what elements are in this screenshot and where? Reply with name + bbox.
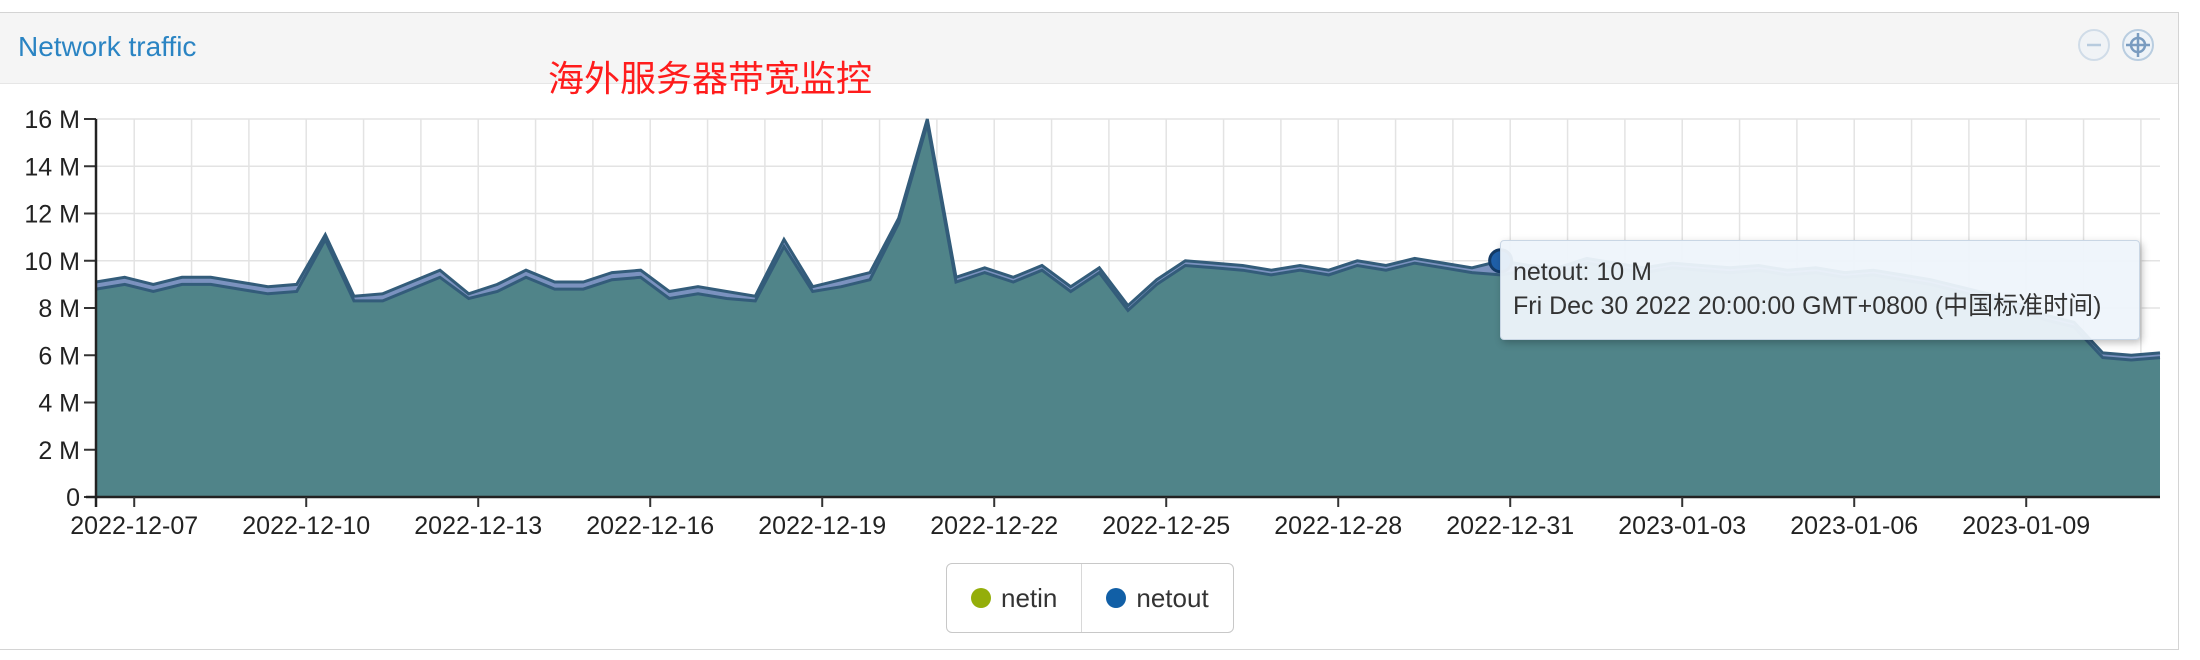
- y-tick-label: 6 M: [38, 342, 80, 370]
- x-tick-label: 2022-12-10: [242, 512, 370, 540]
- y-tick-label: 14 M: [24, 153, 80, 181]
- y-tick-label: 16 M: [24, 106, 80, 134]
- y-tick-label: 10 M: [24, 248, 80, 276]
- traffic-chart: 0 2 M 4 M 6 M 8 M 10 M 12 M 14 M 16 M 2022-12-07 2…: [24, 106, 2161, 540]
- area-netin: [96, 123, 2160, 497]
- x-tick-label: 2023-01-06: [1790, 512, 1918, 540]
- x-tick-label: 2022-12-22: [930, 512, 1058, 540]
- y-tick-label: 2 M: [38, 437, 80, 465]
- x-tick-label: 2022-12-28: [1274, 512, 1402, 540]
- tooltip-value: netout: 10 M: [1513, 258, 1652, 286]
- x-tick-label: 2022-12-19: [758, 512, 886, 540]
- gear-icon[interactable]: [2122, 29, 2154, 61]
- x-tick-label: 2022-12-07: [70, 512, 198, 540]
- panel-header: Network traffic: [0, 13, 2178, 84]
- minus-circle-icon[interactable]: [2078, 29, 2110, 61]
- chart-area: 0 2 M 4 M 6 M 8 M 10 M 12 M 14 M 16 M 2022-12-07 2…: [0, 83, 2178, 563]
- y-tick-label: 4 M: [38, 390, 80, 418]
- network-traffic-panel: Network traffic 0 2 M 4 M 6 M 8 M 10 M 12 M 14 …: [0, 12, 2179, 650]
- panel-title: Network traffic: [18, 31, 197, 62]
- legend-label-netin: netin: [1001, 582, 1058, 613]
- legend-item-netout[interactable]: netout: [1081, 564, 1232, 632]
- legend-item-netin[interactable]: netin: [947, 564, 1081, 632]
- overlay-annotation: 海外服务器带宽监控: [548, 59, 873, 100]
- x-tick-label: 2023-01-03: [1618, 512, 1746, 540]
- x-tick-label: 2023-01-09: [1962, 512, 2090, 540]
- x-tick-label: 2022-12-31: [1446, 512, 1574, 540]
- chart-legend: netin netout: [946, 563, 1234, 633]
- y-tick-label: 8 M: [38, 295, 80, 323]
- x-tick-label: 2022-12-16: [586, 512, 714, 540]
- legend-dot-netout: [1106, 588, 1127, 608]
- tooltip-date: Fri Dec 30 2022 20:00:00 GMT+0800 (中国标准时…: [1513, 292, 2102, 320]
- legend-label-netout: netout: [1136, 582, 1209, 613]
- legend-dot-netin: [971, 588, 991, 608]
- x-tick-label: 2022-12-13: [414, 512, 542, 540]
- y-tick-label: 0: [66, 484, 80, 512]
- x-tick-label: 2022-12-25: [1102, 512, 1230, 540]
- y-tick-label: 12 M: [24, 201, 80, 229]
- chart-tooltip: netout: 10 M Fri Dec 30 2022 20:00:00 GM…: [1500, 240, 2140, 340]
